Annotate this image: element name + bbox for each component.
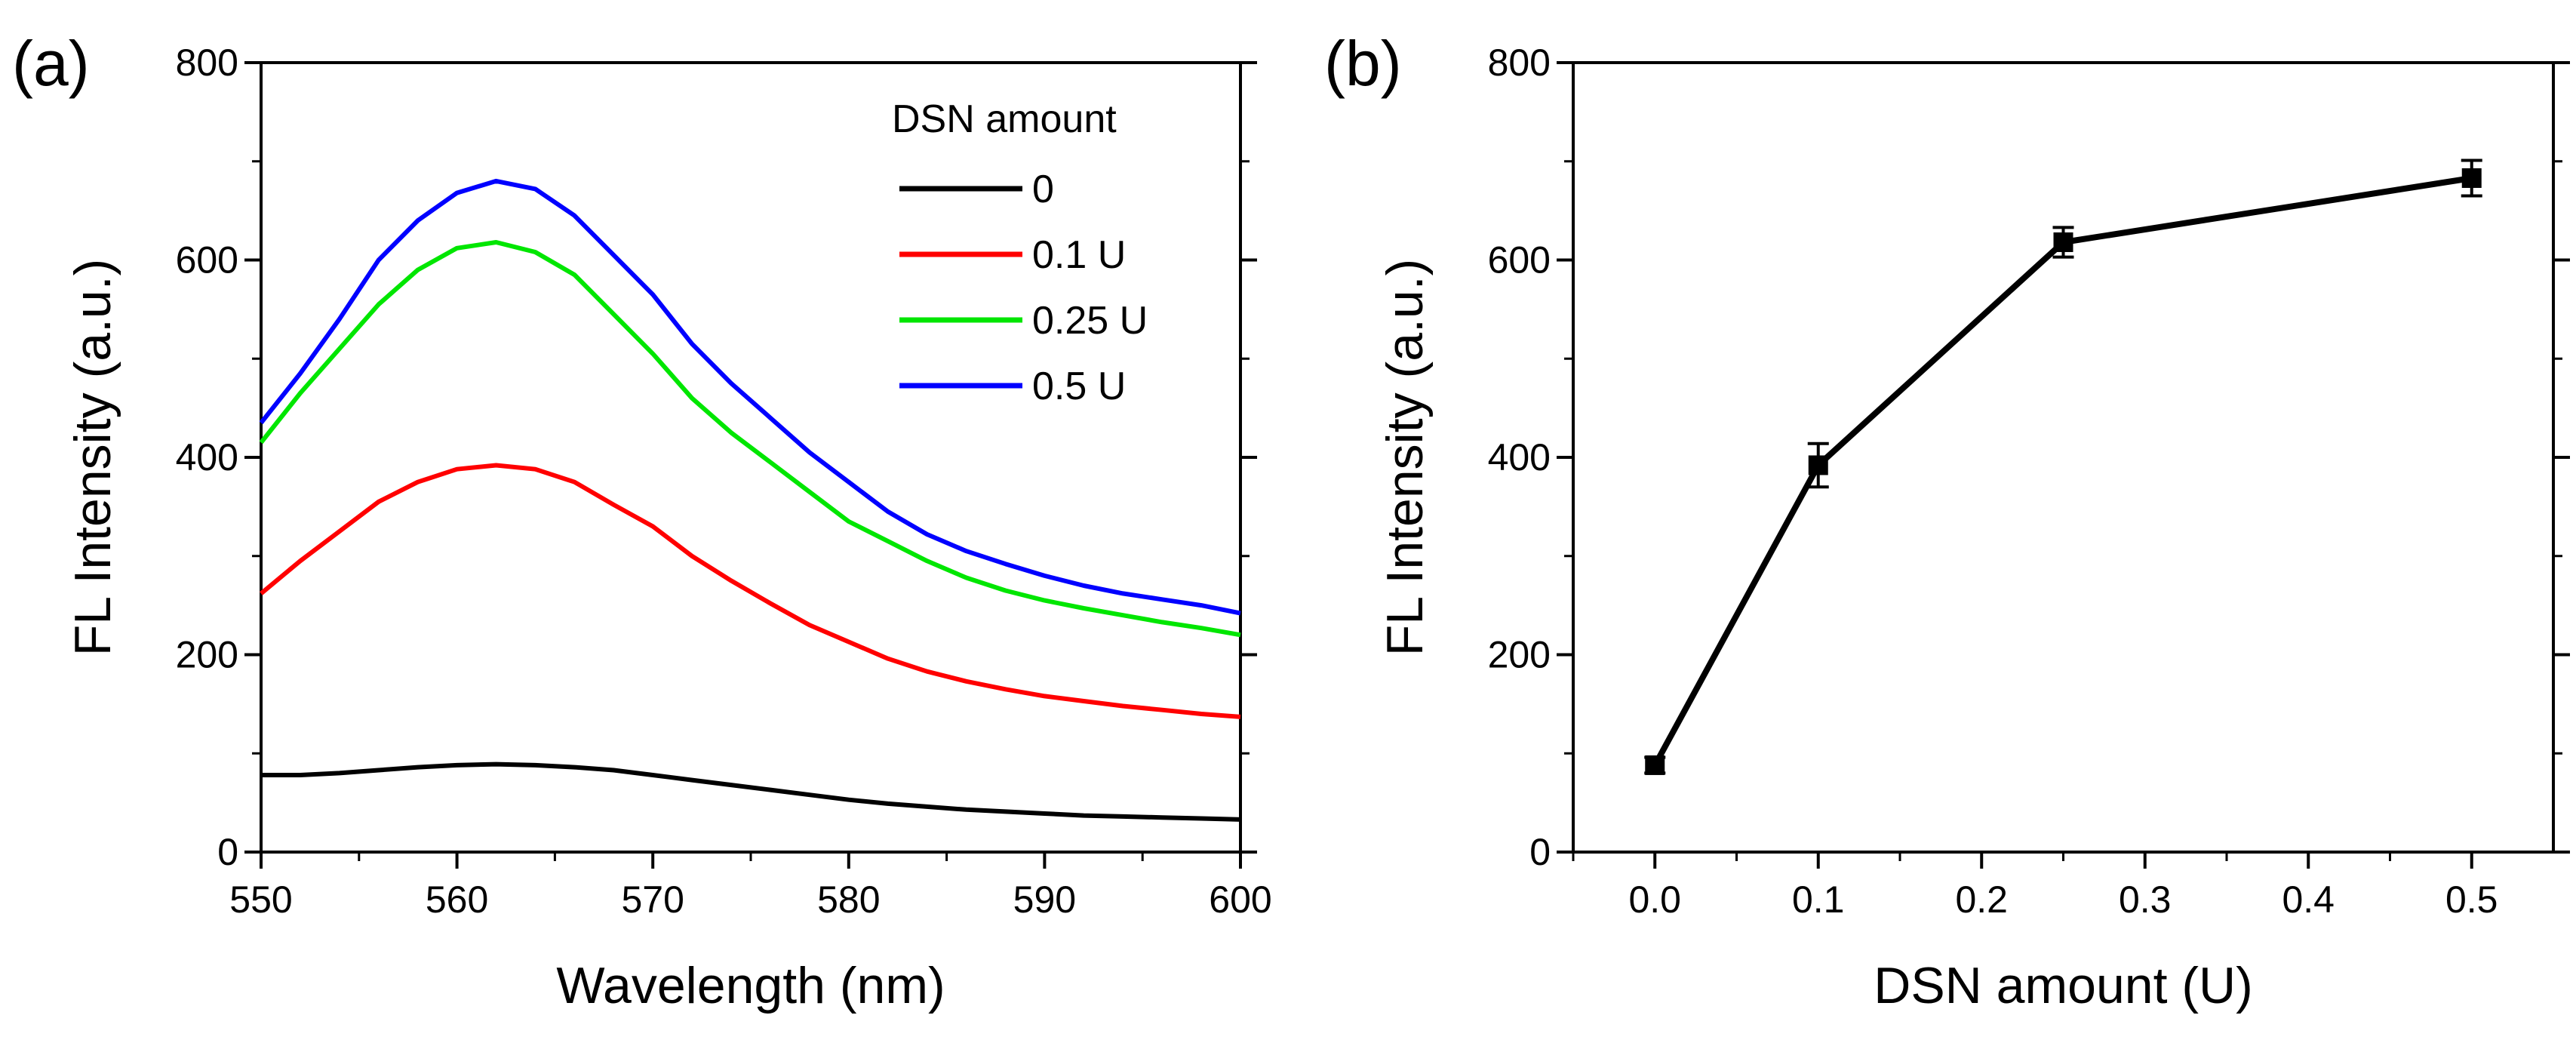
x-tick-label: 570 bbox=[621, 878, 684, 921]
y-axis-title: FL Intensity (a.u.) bbox=[64, 259, 121, 657]
x-tick-label: 0.1 bbox=[1792, 878, 1845, 921]
x-tick-label: 580 bbox=[817, 878, 880, 921]
series-line-0 bbox=[1652, 175, 2473, 767]
y-tick-label: 200 bbox=[176, 634, 238, 676]
data-point bbox=[1808, 455, 1828, 475]
data-point bbox=[1645, 755, 1665, 775]
y-tick-label: 600 bbox=[1488, 239, 1551, 281]
panel-label: (b) bbox=[1324, 28, 1402, 99]
data-point bbox=[2053, 232, 2073, 252]
legend-label: 0 bbox=[1032, 168, 1054, 211]
y-tick-label: 800 bbox=[1488, 42, 1551, 84]
x-tick-label: 600 bbox=[1209, 878, 1271, 921]
panel-b: 0 200 400 600 800 0.0 0.1 0.2 0.3 0.4 0.5 DSN amoun… bbox=[1324, 28, 2570, 1014]
y-tick-label: 600 bbox=[176, 239, 238, 281]
x-tick-label: 560 bbox=[426, 878, 488, 921]
x-tick-label: 550 bbox=[229, 878, 292, 921]
series-line-3 bbox=[259, 178, 1241, 616]
y-axis-title: FL Intensity (a.u.) bbox=[1376, 259, 1434, 657]
panel-a: 0 200 400 600 800 550 560 570 580 590 600 Wavelengt… bbox=[12, 28, 1272, 1014]
legend: DSN amount 0 0.1 U 0.25 U 0.5 U bbox=[892, 97, 1148, 408]
legend-label: 0.5 U bbox=[1032, 365, 1126, 408]
legend-label: 0.25 U bbox=[1032, 299, 1148, 343]
x-tick-label: 590 bbox=[1013, 878, 1076, 921]
series-line-0 bbox=[261, 761, 1241, 822]
legend-label: 0.1 U bbox=[1032, 233, 1126, 277]
y-tick-label: 0 bbox=[1529, 831, 1551, 873]
legend-title: DSN amount bbox=[892, 97, 1117, 141]
data-point bbox=[2461, 168, 2482, 188]
plot-frame bbox=[260, 61, 1242, 854]
series-line-1 bbox=[260, 463, 1241, 719]
x-tick-label: 0.4 bbox=[2282, 878, 2335, 921]
y-tick-label: 800 bbox=[176, 42, 238, 84]
y-tick-label: 200 bbox=[1488, 634, 1551, 676]
x-tick-label: 0.2 bbox=[1955, 878, 2008, 921]
x-tick-label: 0.5 bbox=[2445, 878, 2498, 921]
series-line-2 bbox=[259, 240, 1241, 638]
x-axis-title: Wavelength (nm) bbox=[556, 957, 945, 1014]
x-tick-label: 0.0 bbox=[1628, 878, 1681, 921]
y-tick-label: 400 bbox=[176, 436, 238, 478]
x-tick-label: 0.3 bbox=[2119, 878, 2172, 921]
y-tick-label: 0 bbox=[217, 831, 238, 873]
plot-frame bbox=[1572, 61, 2555, 854]
y-tick-label: 400 bbox=[1488, 436, 1551, 478]
x-axis-title: DSN amount (U) bbox=[1874, 957, 2253, 1014]
panel-label: (a) bbox=[12, 28, 90, 99]
